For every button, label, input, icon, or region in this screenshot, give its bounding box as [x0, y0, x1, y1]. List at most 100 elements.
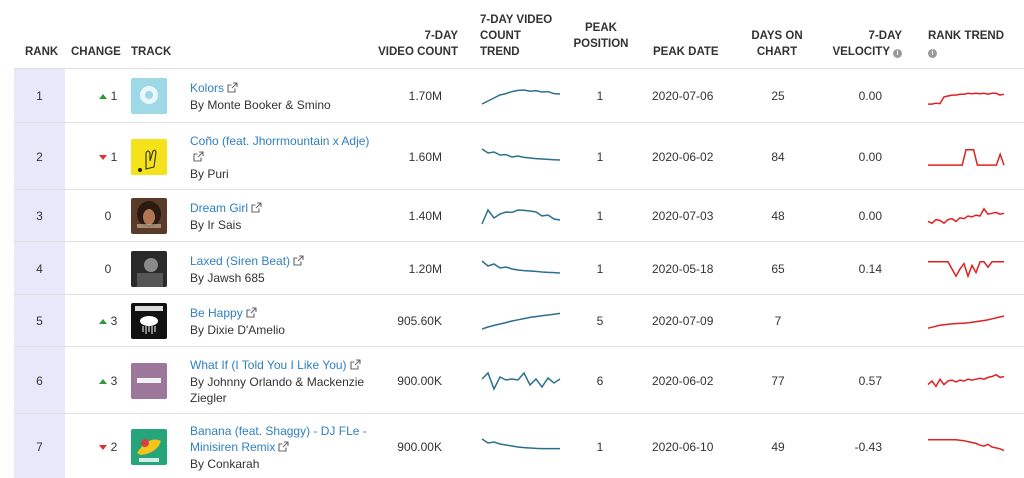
- arrow-up-icon: [98, 319, 107, 324]
- rank-trend-sparkline-line: [928, 92, 1005, 105]
- days-on-chart: 77: [771, 373, 785, 388]
- days-on-chart: 65: [771, 261, 785, 276]
- track-artist: By Ir Sais: [190, 218, 242, 232]
- track-title-link[interactable]: Dream Girl: [190, 201, 248, 215]
- video-count-sparkline-line: [481, 89, 561, 105]
- track-artist: Ziegler: [190, 390, 227, 405]
- track-title-link[interactable]: Banana (feat. Shaggy) - DJ FLe - Minisire…: [190, 424, 367, 454]
- external-link-icon[interactable]: [193, 150, 204, 166]
- external-link-icon[interactable]: [246, 306, 257, 322]
- track-title-link[interactable]: Be Happy: [190, 306, 243, 320]
- track-info: Banana (feat. Shaggy) - DJ FLe - Minisire…: [190, 423, 370, 472]
- track-title-link[interactable]: Laxed (Siren Beat): [190, 254, 290, 268]
- track-title-link[interactable]: Kolors: [190, 81, 224, 95]
- rank-trend-sparkline-line: [927, 315, 1005, 329]
- header-velocity[interactable]: 7-DAY VELOCITY i: [832, 30, 902, 58]
- change-value: 0: [104, 209, 112, 223]
- track-title-line: Kolors: [190, 81, 225, 95]
- track-artist: By Puri: [190, 166, 229, 181]
- external-link-icon[interactable]: [227, 81, 238, 97]
- video-count-sparkline: [481, 89, 561, 105]
- video-count: 1.70M: [408, 89, 442, 103]
- track-title-line: Dream Girl: [190, 201, 249, 215]
- header-change[interactable]: CHANGE: [71, 46, 121, 58]
- black-cloud-cover: [131, 303, 167, 339]
- track-info: Laxed (Siren Beat) By Jawsh 685: [190, 253, 370, 286]
- peak-date: 2020-07-09: [652, 314, 714, 328]
- change-value: 3: [110, 314, 118, 328]
- track-title-line: What If (I Told You I Like You): [190, 357, 347, 372]
- peak-position: 6: [596, 373, 604, 388]
- video-count: 900.00K: [397, 373, 442, 388]
- velocity-value: -0.43: [854, 439, 882, 454]
- peak-date: 2020-07-06: [652, 89, 714, 103]
- album-art[interactable]: [131, 198, 167, 234]
- table-row: 2 1 Coño (feat. Jhorrmountain x Adje) By Pu…: [14, 122, 1024, 189]
- track-title-link[interactable]: Coño (feat. Jhorrmountain x Adje): [190, 134, 369, 148]
- video-count-sparkline-line: [481, 259, 561, 274]
- track-artist: By Conkarah: [190, 456, 260, 471]
- peak-position: 5: [596, 314, 604, 328]
- track-artist: By Dixie D'Amelio: [190, 323, 285, 337]
- video-count-sparkline: [481, 208, 561, 225]
- video-count: 900.00K: [397, 439, 442, 454]
- video-count: 1.20M: [408, 261, 442, 276]
- track-info: Dream Girl By Ir Sais: [190, 200, 370, 233]
- external-link-icon[interactable]: [278, 440, 289, 456]
- rank-trend-sparkline: [927, 373, 1005, 388]
- track-artist: By Monte Booker & Smino: [190, 98, 331, 112]
- peak-position: 1: [596, 149, 604, 164]
- header-track[interactable]: TRACK: [131, 46, 172, 58]
- video-count: 1.40M: [408, 209, 442, 223]
- header-rank[interactable]: RANK: [25, 46, 59, 58]
- change-value: 2: [110, 439, 118, 454]
- rank-value: 1: [36, 89, 43, 103]
- external-link-icon[interactable]: [251, 201, 262, 217]
- peak-position: 1: [596, 89, 604, 103]
- rank-value: 7: [36, 439, 43, 454]
- video-count-sparkline: [481, 437, 560, 449]
- velocity-value: 0.00: [858, 209, 882, 223]
- track-info: Be Happy By Dixie D'Amelio: [190, 305, 370, 338]
- change-value: 1: [110, 149, 118, 164]
- album-art[interactable]: [131, 362, 167, 399]
- table-row: 3 0 Dream Girl By Ir Sais 1.40M 1 2020-07-03 48…: [14, 189, 1024, 241]
- rank-trend-sparkline: [928, 148, 1005, 166]
- rank-trend-sparkline-line: [927, 373, 1005, 388]
- velocity-value: 0.57: [858, 373, 882, 388]
- rank-value: 3: [36, 209, 43, 223]
- purple-what-if-cover: [131, 362, 167, 399]
- info-icon[interactable]: i: [928, 49, 937, 58]
- header-days-on-chart[interactable]: DAYS ON CHART: [751, 30, 803, 58]
- video-count: 1.60M: [408, 149, 442, 164]
- light-blue-circle-cover: [131, 78, 167, 114]
- rank-trend-sparkline-line: [928, 438, 1005, 451]
- header-peak-date[interactable]: PEAK DATE: [653, 46, 719, 58]
- table-row: 4 0 Laxed (Siren Beat) By Jawsh 685 1.20M 1 20…: [14, 241, 1024, 294]
- album-art[interactable]: [131, 250, 167, 287]
- album-art[interactable]: [131, 303, 167, 339]
- header-peak-position[interactable]: PEAK POSITION: [573, 22, 629, 50]
- album-art[interactable]: [131, 78, 167, 114]
- peak-position: 1: [596, 261, 604, 276]
- portrait-cover: [131, 198, 167, 234]
- track-title-link[interactable]: What If (I Told You I Like You): [190, 358, 347, 372]
- info-icon[interactable]: i: [893, 49, 902, 58]
- change-indicator: 3: [82, 373, 134, 389]
- change-value: 1: [110, 89, 118, 103]
- rank-value: 2: [36, 149, 43, 164]
- video-count-sparkline-line: [481, 437, 560, 449]
- video-count-sparkline-line: [481, 371, 561, 391]
- track-artist: By Johnny Orlando & Mackenzie: [190, 374, 365, 389]
- external-link-icon[interactable]: [350, 358, 361, 374]
- album-art[interactable]: [131, 428, 167, 465]
- album-art[interactable]: [131, 138, 167, 175]
- peak-date: 2020-05-18: [652, 261, 714, 276]
- arrow-up-icon: [98, 94, 107, 99]
- external-link-icon[interactable]: [293, 254, 304, 270]
- video-count: 905.60K: [397, 314, 442, 328]
- header-video-count[interactable]: 7-DAY VIDEO COUNT: [378, 30, 458, 58]
- rank-trend-sparkline: [928, 438, 1005, 451]
- header-video-count-trend: 7-DAY VIDEO COUNT TREND: [480, 14, 553, 58]
